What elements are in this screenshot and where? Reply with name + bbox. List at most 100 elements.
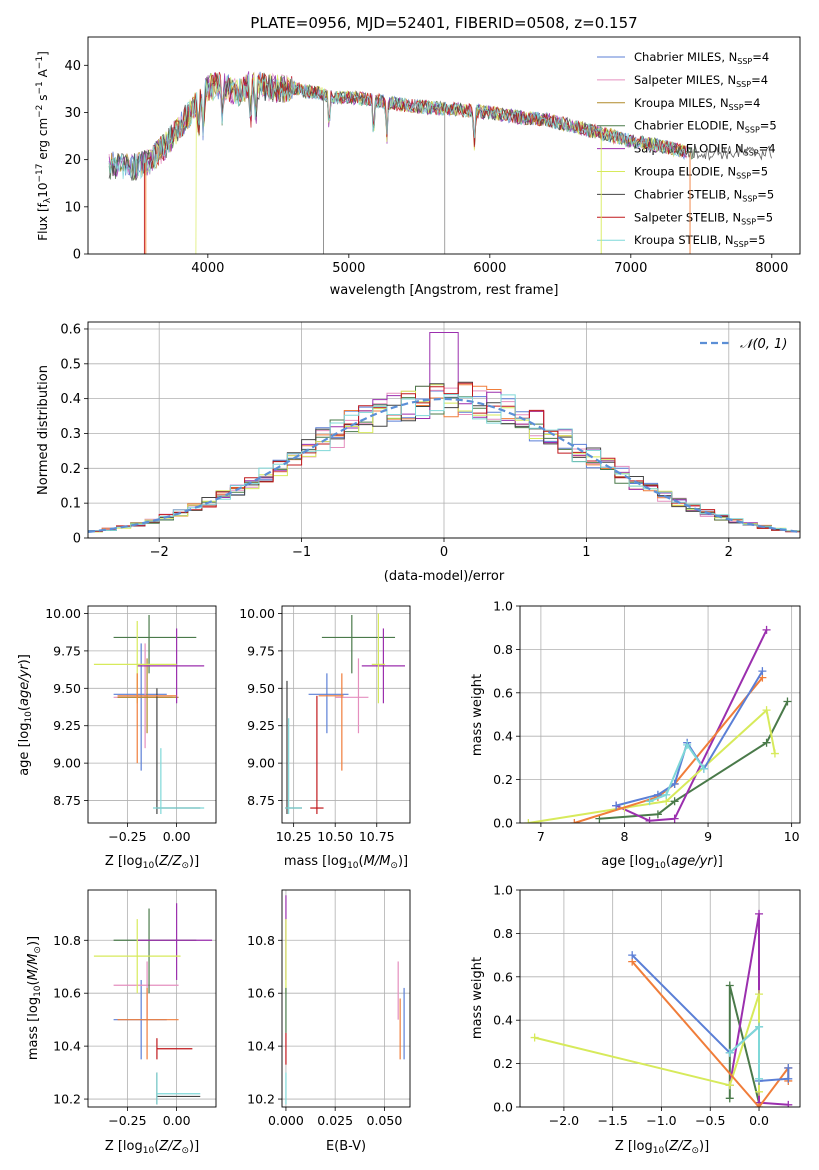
age-vs-mass-panel: mass [log10(M/M⊙)] 10.25 10.50 10.75 8.75 9.… — [239, 605, 411, 871]
x-tick-label: −1.5 — [598, 1113, 628, 1128]
y-tick-label: 0.4 — [493, 729, 513, 744]
plot-area — [285, 895, 405, 1105]
errorbar-point — [152, 748, 205, 815]
plus-marker — [755, 909, 764, 918]
x-tick-label: −2 — [150, 545, 169, 560]
plus-marker — [784, 1063, 793, 1072]
plot-area — [108, 71, 772, 254]
errorbar-point — [113, 908, 197, 994]
plus-marker — [783, 697, 792, 706]
y-tick-label: 9.75 — [247, 643, 275, 658]
x-tick-label: 0.0 — [749, 1113, 769, 1128]
weight-age-ylabel: mass weight — [470, 674, 485, 756]
plus-marker — [725, 981, 734, 990]
errorbar-point — [137, 628, 205, 704]
legend-label: Kroupa STELIB, NSSP=5 — [634, 233, 765, 249]
legend-label: Chabrier ELODIE, NSSP=5 — [634, 119, 777, 135]
plus-marker — [784, 1100, 793, 1107]
legend-label: Salpeter MILES, NSSP=4 — [634, 73, 768, 89]
x-tick-label: 8000 — [755, 261, 788, 276]
errorbar-point — [93, 919, 181, 994]
y-tick-label: 0.2 — [493, 772, 513, 787]
residuals-legend: 𝒩(0, 1) — [700, 337, 787, 352]
errorbar-point — [117, 673, 177, 764]
plus-marker — [755, 1087, 764, 1096]
errorbar-point — [137, 903, 213, 980]
plus-marker — [725, 1048, 734, 1057]
y-tick-label: 9.00 — [247, 756, 275, 771]
plus-marker — [683, 740, 692, 749]
plot-area — [530, 909, 793, 1107]
x-tick-label: −0.25 — [108, 829, 146, 844]
y-tick-label: 0.8 — [493, 926, 513, 941]
y-tick-label: 10.6 — [247, 986, 275, 1001]
axes-frame — [281, 889, 411, 1108]
axes-frame — [519, 605, 801, 824]
weight-line — [615, 670, 764, 807]
y-tick-label: 10.4 — [53, 1039, 81, 1054]
plus-marker — [530, 1033, 539, 1042]
spectrum-line — [108, 71, 687, 179]
y-tick-label: 10.2 — [53, 1092, 81, 1107]
plus-marker — [725, 1081, 734, 1090]
axes-frame — [87, 889, 217, 1108]
errorbar-point — [113, 961, 179, 1020]
x-tick-label: 1 — [582, 545, 590, 560]
y-tick-label: 0.4 — [60, 392, 81, 407]
weight-line — [615, 629, 768, 822]
y-tick-label: 10.8 — [247, 933, 275, 948]
x-tick-label: 2 — [725, 545, 733, 560]
errorbar-point — [117, 987, 179, 1060]
x-tick-label: 10.25 — [276, 829, 312, 844]
y-tick-label: 1.0 — [493, 883, 513, 898]
weight-z-ylabel: mass weight — [470, 957, 485, 1039]
y-tick-label: 10.6 — [53, 986, 81, 1001]
y-tick-label: 8.75 — [247, 793, 275, 808]
axes-frame — [281, 605, 411, 824]
errorbar-point — [156, 1072, 201, 1105]
y-tick-label: 0.8 — [493, 642, 513, 657]
weight-line — [534, 993, 760, 1092]
errorbar-point — [310, 695, 324, 815]
legend-label: Chabrier MILES, NSSP=4 — [634, 50, 769, 66]
x-tick-label: 0.000 — [268, 1113, 304, 1128]
normal-curve — [88, 397, 798, 533]
y-tick-label: 0 — [73, 532, 81, 547]
plus-marker — [653, 810, 662, 819]
plus-marker — [670, 797, 679, 806]
x-tick-label: 8 — [621, 829, 629, 844]
plus-marker — [662, 790, 671, 799]
x-tick-label: −1 — [292, 545, 311, 560]
plus-marker — [762, 738, 771, 747]
y-tick-label: 0.2 — [60, 462, 81, 477]
mass-vs-extinction-panel: E(B-V) 0.000 0.025 0.050 10.2 10.4 10.6 10.8 — [247, 889, 411, 1154]
errorbar-point — [285, 718, 302, 815]
axes-frame — [87, 321, 801, 539]
plot-area — [524, 625, 792, 823]
plus-marker — [755, 1022, 764, 1031]
spectrum-line — [108, 74, 687, 180]
errorbar-point — [308, 673, 349, 734]
y-tick-label: 10.00 — [45, 606, 81, 621]
x-tick-label: −1.0 — [646, 1113, 676, 1128]
plot-area — [88, 332, 800, 533]
spectrum-panel: wavelength [Angstrom, rest frame] Flux [… — [35, 36, 801, 298]
y-tick-label: 20 — [64, 153, 81, 168]
mass-ebv-xlabel: E(B-V) — [326, 1139, 366, 1154]
age-mass-xlabel: mass [log10(M/M⊙)] — [284, 854, 408, 871]
y-tick-label: 0.6 — [493, 969, 513, 984]
plus-marker — [699, 764, 708, 773]
legend-label: Kroupa MILES, NSSP=4 — [634, 96, 760, 112]
residuals-xlabel: (data-model)/error — [384, 569, 505, 584]
x-tick-label: 5000 — [332, 261, 365, 276]
y-tick-label: 0.6 — [60, 322, 81, 337]
mass-z-ylabel: mass [log10(M/M⊙)] — [26, 936, 43, 1060]
plus-marker — [758, 667, 767, 676]
y-tick-label: 0.5 — [60, 357, 81, 372]
y-tick-label: 9.75 — [53, 643, 81, 658]
x-tick-label: 0.050 — [367, 1113, 403, 1128]
spectrum-ylabel: Flux [fλ10−17 erg cm−2 s−1 A−1] — [35, 51, 53, 241]
residuals-panel: (data-model)/error Normed distribution 𝒩… — [36, 321, 801, 584]
mass-z-xlabel: Z [log10(Z/Z⊙)] — [105, 1139, 199, 1156]
